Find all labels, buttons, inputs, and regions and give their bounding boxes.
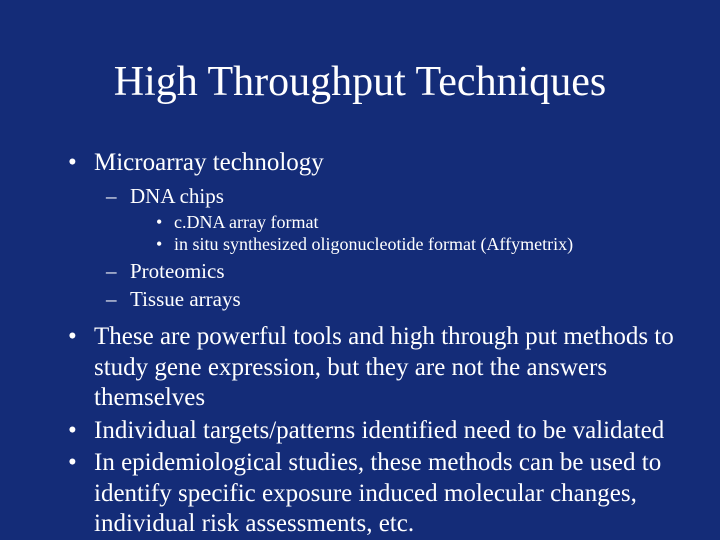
slide-body: Microarray technology DNA chips c.DNA ar… xyxy=(0,148,720,540)
bullet-text: c.DNA array format xyxy=(174,212,318,232)
bullet-item: in situ synthesized oligonucleotide form… xyxy=(130,233,680,256)
bullet-text: Individual targets/patterns identified n… xyxy=(94,417,664,444)
bullet-text: Microarray technology xyxy=(94,149,324,176)
spacer xyxy=(68,314,680,322)
bullet-text: These are powerful tools and high throug… xyxy=(94,323,674,411)
bullet-item: Tissue arrays xyxy=(94,286,680,312)
slide: High Throughput Techniques Microarray te… xyxy=(0,0,720,540)
bullet-list: Microarray technology DNA chips c.DNA ar… xyxy=(68,148,680,312)
bullet-item: c.DNA array format xyxy=(130,211,680,234)
bullet-sublist: c.DNA array format in situ synthesized o… xyxy=(130,211,680,256)
bullet-text: Proteomics xyxy=(130,259,225,283)
bullet-text: In epidemiological studies, these method… xyxy=(94,449,661,537)
bullet-text: Tissue arrays xyxy=(130,287,241,311)
bullet-item: These are powerful tools and high throug… xyxy=(68,322,680,414)
bullet-item: Microarray technology DNA chips c.DNA ar… xyxy=(68,148,680,312)
bullet-list: These are powerful tools and high throug… xyxy=(68,322,680,540)
bullet-item: Proteomics xyxy=(94,258,680,284)
bullet-sublist: DNA chips c.DNA array format in situ syn… xyxy=(94,183,680,313)
bullet-item: In epidemiological studies, these method… xyxy=(68,448,680,540)
bullet-item: DNA chips c.DNA array format in situ syn… xyxy=(94,183,680,256)
bullet-text: DNA chips xyxy=(130,184,224,208)
bullet-item: Individual targets/patterns identified n… xyxy=(68,416,680,447)
bullet-text: in situ synthesized oligonucleotide form… xyxy=(174,234,573,254)
slide-title: High Throughput Techniques xyxy=(0,58,720,106)
